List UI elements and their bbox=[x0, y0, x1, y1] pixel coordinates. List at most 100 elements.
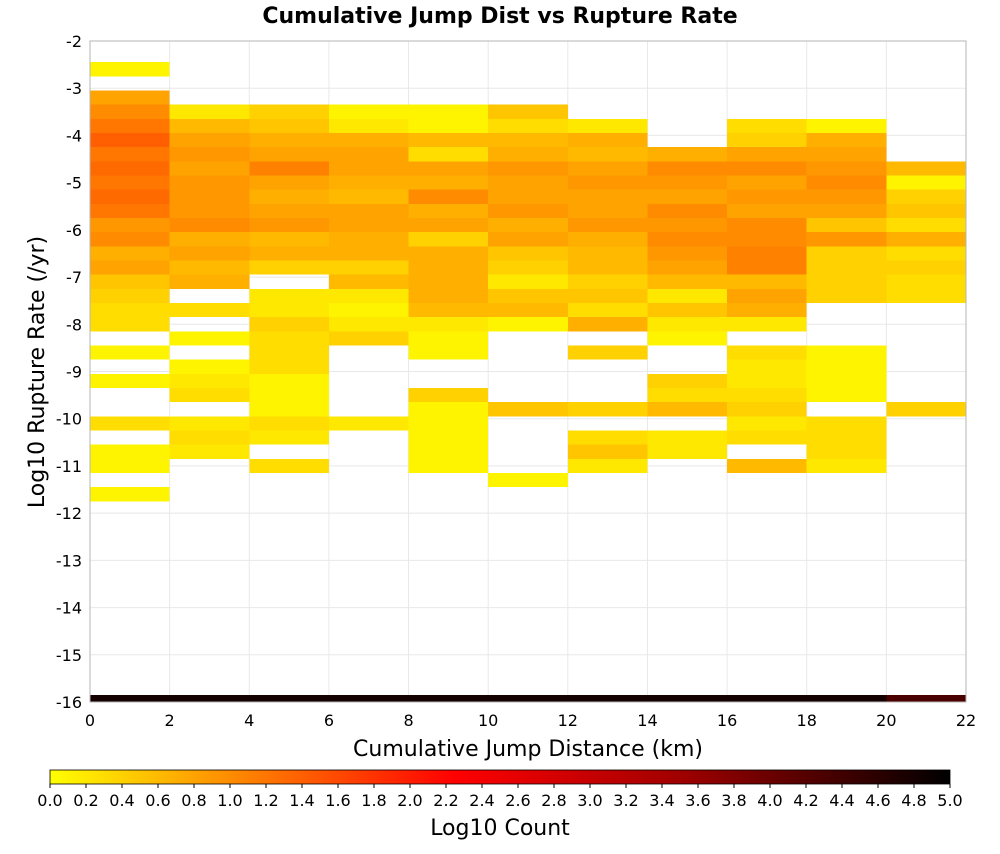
y-tick-label: -6 bbox=[66, 221, 82, 240]
heatmap-cell bbox=[727, 288, 807, 304]
heatmap-cell bbox=[806, 288, 887, 304]
heatmap-cell bbox=[488, 260, 568, 275]
heatmap-cell bbox=[806, 175, 887, 190]
heatmap-cell bbox=[408, 203, 489, 219]
heatmap-cell bbox=[806, 274, 887, 289]
heatmap-cell bbox=[488, 274, 568, 289]
heatmap-cell bbox=[647, 218, 728, 233]
heatmap-cell bbox=[567, 694, 648, 702]
heatmap-cell bbox=[567, 218, 648, 233]
heatmap-cell bbox=[90, 189, 170, 204]
heatmap-cell bbox=[249, 359, 329, 374]
colorbar bbox=[49, 769, 951, 785]
heatmap-cell bbox=[328, 147, 409, 162]
heatmap-cell bbox=[90, 118, 170, 134]
heatmap-cell bbox=[328, 274, 409, 289]
colorbar-tick-label: 0.6 bbox=[145, 791, 170, 810]
heatmap-cell bbox=[647, 147, 728, 162]
heatmap-cell bbox=[169, 118, 250, 134]
x-tick-label: 8 bbox=[403, 711, 413, 730]
heatmap-cell bbox=[567, 274, 648, 289]
heatmap-cell bbox=[408, 274, 489, 289]
heatmap-cell bbox=[169, 246, 250, 261]
heatmap-cell bbox=[328, 175, 409, 190]
heatmap-cell bbox=[249, 232, 329, 247]
heatmap-cell bbox=[727, 345, 807, 360]
heatmap-cell bbox=[249, 246, 329, 261]
heatmap-cell bbox=[408, 161, 489, 176]
y-tick-label: -10 bbox=[56, 410, 82, 429]
heatmap-cell bbox=[408, 303, 489, 318]
x-tick-label: 10 bbox=[478, 711, 498, 730]
heatmap-cell bbox=[328, 288, 409, 304]
heatmap-cell bbox=[249, 104, 329, 119]
heatmap-cell bbox=[806, 118, 887, 134]
y-tick-label: -14 bbox=[56, 599, 82, 618]
colorbar-tick-label: 4.8 bbox=[901, 791, 926, 810]
heatmap-cells bbox=[90, 62, 966, 702]
heatmap-cell bbox=[567, 175, 648, 190]
heatmap-cell bbox=[169, 373, 250, 389]
heatmap-cell bbox=[647, 317, 728, 332]
heatmap-cell bbox=[488, 246, 568, 261]
y-axis-ticks: -16 -15 -14 -13 -12 -11 -10 -9 -8 -7 -6 -5 -4 -3 -2 bbox=[56, 32, 82, 712]
heatmap-cell bbox=[328, 416, 409, 431]
heatmap-cell bbox=[727, 260, 807, 275]
heatmap-cell bbox=[886, 274, 966, 289]
heatmap-cell bbox=[806, 345, 887, 360]
heatmap-cell bbox=[886, 175, 966, 190]
heatmap-cell bbox=[886, 189, 966, 204]
heatmap-cell bbox=[727, 203, 807, 219]
heatmap-cell bbox=[488, 232, 568, 247]
heatmap-cell bbox=[806, 373, 887, 389]
heatmap-cell bbox=[647, 373, 728, 389]
heatmap-cell bbox=[169, 388, 250, 403]
heatmap-cell bbox=[328, 218, 409, 233]
heatmap-cell bbox=[567, 246, 648, 261]
heatmap-cell bbox=[727, 303, 807, 318]
heatmap-cell bbox=[727, 388, 807, 403]
y-tick-label: -15 bbox=[56, 646, 82, 665]
y-tick-label: -4 bbox=[66, 126, 82, 145]
heatmap-cell bbox=[567, 203, 648, 219]
x-tick-label: 2 bbox=[165, 711, 175, 730]
heatmap-cell bbox=[727, 161, 807, 176]
heatmap-cell bbox=[169, 430, 250, 445]
heatmap-cell bbox=[727, 118, 807, 134]
colorbar-tick-label: 3.2 bbox=[613, 791, 638, 810]
heatmap-cell bbox=[408, 246, 489, 261]
heatmap-cell bbox=[169, 161, 250, 176]
heatmap-cell bbox=[488, 317, 568, 332]
colorbar-tick-label: 3.8 bbox=[721, 791, 746, 810]
heatmap-cell bbox=[169, 694, 250, 702]
heatmap-cell bbox=[647, 430, 728, 445]
colorbar-tick-label: 1.4 bbox=[289, 791, 314, 810]
heatmap-cell bbox=[328, 246, 409, 261]
heatmap-cell bbox=[727, 317, 807, 332]
heatmap-cell bbox=[647, 303, 728, 318]
heatmap-cell bbox=[249, 288, 329, 304]
y-axis-label: Log10 Rupture Rate (/yr) bbox=[25, 236, 50, 508]
y-tick-label: -7 bbox=[66, 268, 82, 287]
heatmap-cell bbox=[408, 218, 489, 233]
heatmap-cell bbox=[90, 458, 170, 474]
heatmap-cell bbox=[328, 203, 409, 219]
heatmap-cell bbox=[488, 133, 568, 148]
chart-title: Cumulative Jump Dist vs Rupture Rate bbox=[262, 4, 737, 29]
heatmap-cell bbox=[408, 317, 489, 332]
heatmap-cell bbox=[328, 232, 409, 247]
heatmap-cell bbox=[806, 430, 887, 445]
heatmap-cell bbox=[249, 147, 329, 162]
colorbar-tick-label: 0.0 bbox=[37, 791, 62, 810]
heatmap-cell bbox=[169, 203, 250, 219]
heatmap-cell bbox=[328, 260, 409, 275]
heatmap-cell bbox=[488, 473, 568, 488]
heatmap-cell bbox=[249, 694, 329, 702]
x-axis-ticks: 0 2 4 6 8 10 12 14 16 18 20 22 bbox=[85, 711, 976, 730]
heatmap-cell bbox=[806, 161, 887, 176]
colorbar-tick-label: 1.2 bbox=[253, 791, 278, 810]
heatmap-cell bbox=[90, 246, 170, 261]
heatmap-cell bbox=[567, 147, 648, 162]
heatmap-cell bbox=[408, 118, 489, 134]
y-tick-label: -16 bbox=[56, 693, 82, 712]
